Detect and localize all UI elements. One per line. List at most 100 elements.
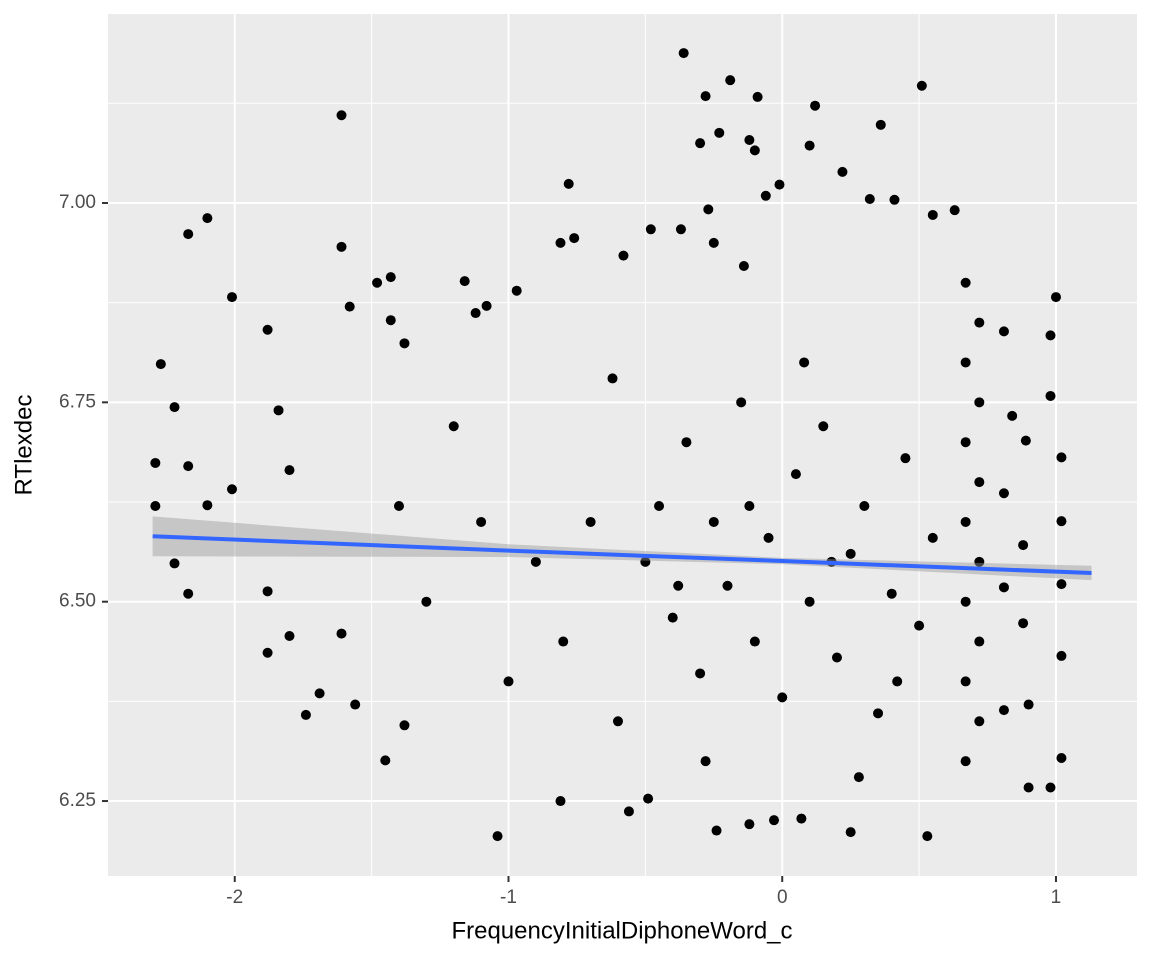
point	[974, 716, 985, 727]
point	[1018, 618, 1029, 629]
y-tick-label: 6.50	[59, 591, 96, 612]
point	[681, 437, 692, 448]
point	[350, 699, 361, 710]
point	[555, 237, 566, 248]
point	[372, 277, 383, 288]
point	[273, 405, 284, 416]
point	[459, 276, 470, 287]
point	[974, 317, 985, 328]
point	[563, 178, 574, 189]
point	[262, 586, 273, 597]
point	[853, 772, 864, 783]
point	[845, 548, 856, 559]
point	[760, 190, 771, 201]
point	[183, 461, 194, 472]
point	[744, 134, 755, 145]
point	[837, 166, 848, 177]
point	[960, 756, 971, 767]
point	[886, 588, 897, 599]
point	[380, 755, 391, 766]
point	[262, 647, 273, 658]
point	[777, 692, 788, 703]
point	[612, 716, 623, 727]
point	[796, 813, 807, 824]
point	[1056, 452, 1067, 463]
point	[1056, 752, 1067, 763]
point	[927, 209, 938, 220]
point	[960, 516, 971, 527]
point	[974, 397, 985, 408]
point	[511, 285, 522, 296]
point	[845, 827, 856, 838]
point	[960, 357, 971, 368]
point	[336, 110, 347, 121]
point	[169, 558, 180, 569]
point	[667, 612, 678, 623]
point	[399, 720, 410, 731]
point	[492, 831, 503, 842]
point	[183, 229, 194, 240]
point	[503, 676, 514, 687]
point	[262, 324, 273, 335]
point	[859, 501, 870, 512]
y-tick-label: 7.00	[59, 192, 96, 213]
point	[1023, 782, 1034, 793]
point	[695, 138, 706, 149]
point	[804, 596, 815, 607]
point	[725, 75, 736, 86]
x-tick-label: -1	[500, 887, 517, 908]
point	[875, 119, 886, 130]
point	[749, 145, 760, 156]
point	[645, 224, 656, 235]
point	[708, 516, 719, 527]
point	[1045, 782, 1056, 793]
point	[558, 636, 569, 647]
point	[873, 708, 884, 719]
point	[385, 315, 396, 326]
point	[744, 501, 755, 512]
point	[336, 241, 347, 252]
point	[744, 819, 755, 830]
point	[752, 91, 763, 102]
x-tick-label: -2	[226, 887, 243, 908]
point	[714, 127, 725, 138]
point	[736, 397, 747, 408]
point	[974, 477, 985, 488]
point	[421, 596, 432, 607]
point	[618, 250, 629, 261]
point	[227, 292, 238, 303]
point	[344, 301, 355, 312]
point	[585, 516, 596, 527]
point	[1050, 292, 1061, 303]
fit-line	[152, 534, 1092, 575]
point	[749, 636, 760, 647]
point	[1007, 410, 1018, 421]
y-tick-label: 6.25	[59, 790, 96, 811]
point	[393, 501, 404, 512]
y-tick-label: 6.75	[59, 391, 96, 412]
point	[150, 457, 161, 468]
point	[960, 277, 971, 288]
point	[818, 421, 829, 432]
point	[960, 437, 971, 448]
point	[643, 793, 654, 804]
point	[607, 373, 618, 384]
point	[790, 469, 801, 480]
point	[202, 500, 213, 511]
point	[678, 48, 689, 59]
point	[998, 582, 1009, 593]
point	[889, 194, 900, 205]
point	[703, 204, 714, 215]
point	[654, 501, 665, 512]
point	[831, 652, 842, 663]
point	[183, 588, 194, 599]
point	[1023, 699, 1034, 710]
point	[810, 100, 821, 111]
point	[900, 453, 911, 464]
point	[916, 80, 927, 91]
point	[974, 556, 985, 567]
point	[998, 705, 1009, 716]
point	[155, 359, 166, 370]
point	[385, 272, 396, 283]
